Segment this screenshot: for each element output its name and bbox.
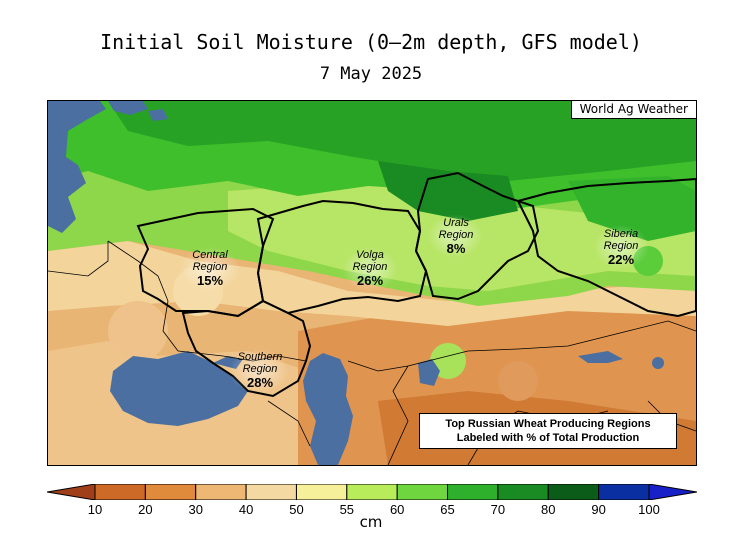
colorbar-tick-label: 100 xyxy=(638,502,660,517)
colorbar-swatch xyxy=(94,484,146,500)
colorbar-swatch xyxy=(295,484,348,500)
region-name: Volga xyxy=(356,249,384,261)
region-label-volga: Volga Region 26% xyxy=(340,249,400,287)
chart-title: Initial Soil Moisture (0—2m depth, GFS m… xyxy=(100,30,642,54)
note-box: Top Russian Wheat Producing Regions Labe… xyxy=(419,413,677,449)
colorbar-swatch xyxy=(346,484,398,500)
colorbar-tick-label: 70 xyxy=(490,502,506,517)
region-name: Siberia xyxy=(603,228,639,240)
region-percent: 28% xyxy=(246,375,274,390)
region-percent: 8% xyxy=(446,241,466,256)
region-name: Region xyxy=(603,240,639,252)
region-name: Region xyxy=(192,261,228,273)
colorbar-tick-label: 90 xyxy=(591,502,606,517)
colorbar-arrow-low xyxy=(47,484,96,500)
region-label-central: Central Region 15% xyxy=(178,249,242,287)
colorbar-tick-label: 60 xyxy=(389,502,405,517)
region-percent: 15% xyxy=(196,273,224,288)
region-percent: 22% xyxy=(607,252,635,267)
colorbar-tick-label: 65 xyxy=(440,502,455,517)
colorbar-swatch xyxy=(547,484,600,500)
colorbar-swatch xyxy=(396,484,449,500)
map-canvas xyxy=(48,101,696,465)
region-label-urals: Urals Region 8% xyxy=(426,217,486,255)
region-name: Urals xyxy=(443,217,469,229)
colorbar-swatch xyxy=(245,484,297,500)
soil-moisture-map: Central Region 15% Volga Region 26% Ural… xyxy=(47,100,697,466)
colorbar-tick-label: 80 xyxy=(541,502,556,517)
region-name: Southern xyxy=(237,351,283,363)
colorbar-units: cm xyxy=(359,513,383,531)
region-name: Region xyxy=(352,261,388,273)
colorbar-swatch xyxy=(447,484,499,500)
colorbar-swatch xyxy=(497,484,549,500)
colorbar-swatch xyxy=(598,484,650,500)
colorbar-swatch xyxy=(144,484,197,500)
colorbar-arrow-high xyxy=(648,484,697,500)
region-name: Region xyxy=(438,229,474,241)
colorbar-swatch xyxy=(195,484,247,500)
region-name: Central xyxy=(192,249,228,261)
chart-date: 7 May 2025 xyxy=(319,64,423,84)
colorbar-tick-label: 20 xyxy=(138,502,153,517)
colorbar xyxy=(47,484,697,500)
colorbar-tick-label: 10 xyxy=(87,502,103,517)
region-label-southern: Southern Region 28% xyxy=(227,351,293,389)
colorbar-tick-label: 55 xyxy=(339,502,355,517)
colorbar-tick-label: 50 xyxy=(289,502,304,517)
region-name: Region xyxy=(242,363,278,375)
region-label-siberia: Siberia Region 22% xyxy=(591,228,651,266)
colorbar-tick-label: 40 xyxy=(238,502,254,517)
note-line: Labeled with % of Total Production xyxy=(456,432,640,444)
credit-label: World Ag Weather xyxy=(570,101,696,119)
colorbar-tick-label: 30 xyxy=(188,502,203,517)
note-line: Top Russian Wheat Producing Regions xyxy=(445,418,651,430)
region-percent: 26% xyxy=(356,273,384,288)
